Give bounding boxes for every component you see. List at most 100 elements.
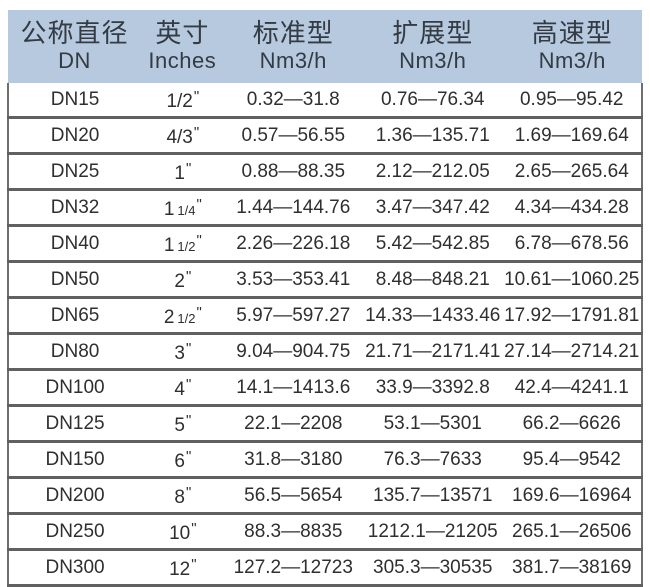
extended-flow-cell: 2.12—212.05 — [363, 153, 503, 191]
dn-cell: DN250 — [6, 513, 142, 551]
extended-flow-cell: 1.36—135.71 — [363, 117, 503, 155]
inches-value: 4 — [174, 379, 185, 400]
inch-mark: " — [185, 412, 191, 429]
inches-cell: 12" — [141, 549, 224, 587]
high-speed-flow-cell: 42.4—4241.1 — [502, 369, 643, 407]
inches-cell: 1 1/4" — [141, 189, 224, 227]
dn-cell: DN65 — [6, 297, 142, 335]
high-speed-flow-cell: 381.7—38169 — [502, 549, 643, 587]
inches-cell: 1 1/2" — [141, 225, 224, 263]
col-header-extended-cn: 扩展型 — [392, 18, 474, 48]
high-speed-flow-cell: 10.61—1060.25 — [502, 261, 643, 299]
table-row: DN50 2" 3.53—353.41 8.48—848.21 10.61—10… — [6, 261, 643, 299]
dn-cell: DN15 — [6, 83, 142, 119]
dn-cell: DN300 — [6, 549, 142, 587]
standard-flow-cell: 31.8—3180 — [223, 441, 363, 479]
table-row: DN250 10" 88.3—8835 1212.1—21205 265.1—2… — [6, 513, 643, 551]
inch-mark: " — [191, 520, 196, 537]
inches-fraction: 1/4 — [177, 203, 196, 218]
dn-cell: DN20 — [6, 117, 142, 155]
high-speed-flow-cell: 1.69—169.64 — [502, 117, 643, 155]
dn-cell: DN40 — [6, 225, 142, 263]
dn-cell: DN200 — [6, 477, 142, 515]
table-row: DN20 4/3" 0.57—56.55 1.36—135.71 1.69—16… — [6, 117, 643, 155]
col-header-dn-cn: 公称直径 — [20, 18, 129, 48]
standard-flow-cell: 0.32—31.8 — [223, 83, 363, 119]
table-row: DN80 3" 9.04—904.75 21.71—2171.41 27.14—… — [6, 333, 643, 371]
inch-mark: " — [193, 88, 199, 105]
inch-mark: " — [185, 484, 191, 501]
inches-value: 1/2 — [166, 91, 193, 112]
extended-flow-cell: 305.3—30535 — [363, 549, 503, 587]
inches-cell: 5" — [141, 405, 224, 443]
col-header-standard-unit: Nm3/h — [259, 48, 327, 73]
standard-flow-cell: 0.57—56.55 — [223, 117, 363, 155]
high-speed-flow-cell: 169.6—16964 — [502, 477, 643, 515]
dn-cell: DN100 — [6, 369, 142, 407]
inch-mark: " — [185, 376, 191, 393]
inches-cell: 4" — [141, 369, 224, 407]
table-row: DN32 1 1/4" 1.44—144.76 3.47—347.42 4.34—… — [6, 189, 643, 227]
high-speed-flow-cell: 17.92—1791.81 — [502, 297, 643, 335]
inches-value: 1 — [163, 235, 175, 256]
inches-value: 6 — [174, 451, 185, 472]
standard-flow-cell: 22.1—2208 — [223, 405, 363, 443]
inch-mark: " — [193, 124, 199, 141]
table-header: 公称直径 DN 英寸 Inches 标准型 Nm3/h 扩展型 Nm3/h 高速… — [8, 10, 642, 83]
col-header-inches: 英寸 Inches — [141, 10, 224, 83]
table-row: DN40 1 1/2" 2.26—226.18 5.42—542.85 6.78—… — [6, 225, 643, 263]
col-header-extended: 扩展型 Nm3/h — [363, 10, 503, 83]
table-body: DN15 1/2" 0.32—31.8 0.76—76.34 0.95—95.4… — [6, 83, 643, 587]
inches-value: 5 — [174, 415, 185, 436]
col-header-highspeed: 高速型 Nm3/h — [502, 10, 642, 83]
extended-flow-cell: 14.33—1433.46 — [363, 297, 503, 335]
standard-flow-cell: 14.1—1413.6 — [223, 369, 363, 407]
high-speed-flow-cell: 265.1—26506 — [502, 513, 643, 551]
inch-mark: " — [185, 268, 191, 285]
inches-cell: 2 1/2" — [141, 297, 224, 335]
standard-flow-cell: 3.53—353.41 — [223, 261, 363, 299]
standard-flow-cell: 56.5—5654 — [223, 477, 363, 515]
inch-mark: " — [185, 160, 191, 177]
col-header-standard-cn: 标准型 — [252, 18, 334, 48]
extended-flow-cell: 21.71—2171.41 — [363, 333, 503, 371]
inches-cell: 10" — [141, 513, 224, 551]
inches-cell: 6" — [141, 441, 224, 479]
inches-cell: 1/2" — [141, 83, 224, 119]
extended-flow-cell: 5.42—542.85 — [363, 225, 503, 263]
inches-value: 1 — [174, 163, 185, 184]
extended-flow-cell: 1212.1—21205 — [363, 513, 503, 551]
col-header-dn-sub: DN — [58, 48, 91, 73]
inches-fraction: 1/2 — [177, 311, 196, 326]
table-row: DN300 12" 127.2—12723 305.3—30535 381.7—… — [6, 549, 643, 587]
inch-mark: " — [196, 196, 201, 213]
dn-cell: DN125 — [6, 405, 142, 443]
high-speed-flow-cell: 4.34—434.28 — [502, 189, 643, 227]
col-header-highspeed-cn: 高速型 — [531, 18, 613, 48]
inches-cell: 2" — [141, 261, 224, 299]
inches-value: 12 — [169, 559, 191, 580]
col-header-dn: 公称直径 DN — [8, 10, 142, 83]
standard-flow-cell: 2.26—226.18 — [223, 225, 363, 263]
col-header-extended-unit: Nm3/h — [399, 48, 467, 73]
extended-flow-cell: 53.1—5301 — [363, 405, 503, 443]
inches-cell: 8" — [141, 477, 224, 515]
inches-value: 4/3 — [166, 127, 193, 148]
high-speed-flow-cell: 2.65—265.64 — [502, 153, 643, 191]
standard-flow-cell: 9.04—904.75 — [223, 333, 363, 371]
dn-cell: DN25 — [6, 153, 142, 191]
dn-cell: DN50 — [6, 261, 142, 299]
dn-cell: DN32 — [6, 189, 142, 227]
inches-value: 3 — [174, 343, 185, 364]
dn-cell: DN150 — [6, 441, 142, 479]
extended-flow-cell: 0.76—76.34 — [363, 83, 503, 119]
extended-flow-cell: 3.47—347.42 — [363, 189, 503, 227]
high-speed-flow-cell: 6.78—678.56 — [502, 225, 643, 263]
extended-flow-cell: 76.3—7633 — [363, 441, 503, 479]
inches-value: 2 — [163, 307, 175, 328]
header-row: 公称直径 DN 英寸 Inches 标准型 Nm3/h 扩展型 Nm3/h 高速… — [8, 10, 642, 83]
table-row: DN25 1" 0.88—88.35 2.12—212.05 2.65—265.… — [6, 153, 643, 191]
high-speed-flow-cell: 0.95—95.42 — [502, 83, 643, 119]
inch-mark: " — [196, 232, 201, 249]
inch-mark: " — [191, 556, 196, 573]
